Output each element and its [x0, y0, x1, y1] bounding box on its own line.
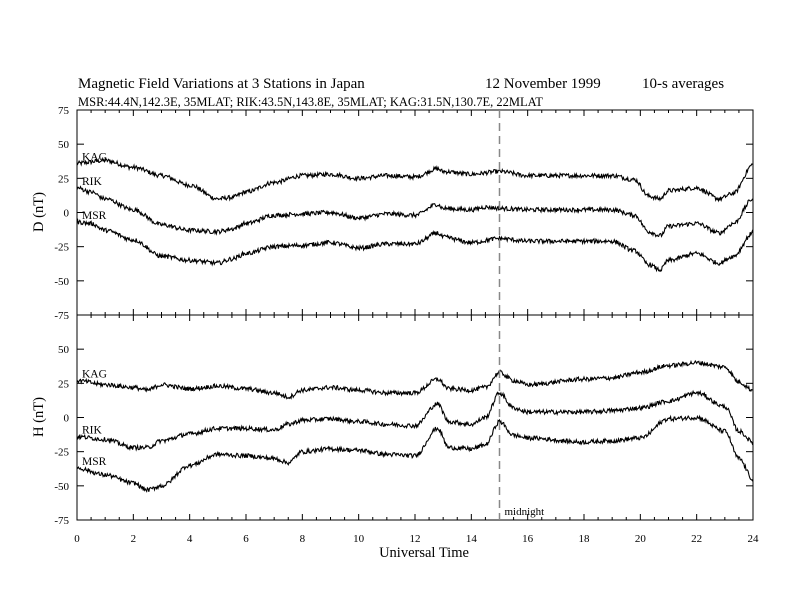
chart-marks: 75 50 25 0 -25 -50 -75 KAG RIK MSR 50 25 0 -25 -50 -75 K… — [54, 105, 759, 545]
y-tick-label: -25 — [54, 242, 69, 254]
series-line-kag — [76, 156, 754, 203]
chart-title: Magnetic Field Variations at 3 Stations … — [78, 76, 365, 92]
chart-subtitle: MSR:44.4N,142.3E, 35MLAT; RIK:43.5N,143.… — [78, 95, 543, 109]
panel-h-frame — [76, 314, 754, 521]
x-tick-label: 14 — [466, 533, 478, 545]
y-tick-label: 50 — [58, 344, 70, 356]
x-tick-label: 6 — [243, 533, 249, 545]
y-tick-label: -25 — [54, 447, 69, 459]
series-label-kag: KAG — [82, 151, 107, 163]
y-tick-label: -75 — [54, 515, 69, 527]
midnight-label: midnight — [505, 506, 545, 518]
y-tick-label: 0 — [64, 208, 70, 220]
series-label-rik: RIK — [82, 425, 103, 437]
x-tick-label: 22 — [691, 533, 702, 545]
y-tick-label: -50 — [54, 481, 69, 493]
x-tick-label: 18 — [579, 533, 591, 545]
chart-averaging: 10-s averages — [642, 76, 724, 92]
x-tick-label: 24 — [748, 533, 760, 545]
series-label-msr: MSR — [82, 210, 107, 222]
x-tick-label: 8 — [300, 533, 306, 545]
panel-d-frame — [76, 109, 754, 316]
x-axis-label: Universal Time — [379, 545, 469, 561]
x-tick-label: 20 — [635, 533, 647, 545]
y-tick-label: 25 — [58, 173, 70, 185]
series-line-kag — [76, 359, 754, 400]
series-line-msr — [76, 218, 754, 273]
x-tick-label: 10 — [353, 533, 365, 545]
chart-date: 12 November 1999 — [485, 76, 601, 92]
y-tick-label: 25 — [58, 378, 70, 390]
y-tick-label: 0 — [64, 413, 70, 425]
x-tick-label: 0 — [74, 533, 80, 545]
x-tick-label: 4 — [187, 533, 193, 545]
series-label-rik: RIK — [82, 176, 103, 188]
y-tick-label: 75 — [58, 105, 70, 117]
series-line-msr — [76, 414, 754, 493]
y-tick-label: 50 — [58, 139, 70, 151]
panel-d-ylabel: D (nT) — [31, 192, 47, 232]
series-line-rik — [76, 185, 754, 238]
x-tick-label: 16 — [522, 533, 534, 545]
y-tick-label: -75 — [54, 310, 69, 322]
x-tick-label: 2 — [131, 533, 137, 545]
series-label-msr: MSR — [82, 456, 107, 468]
series-line-rik — [76, 389, 754, 452]
x-tick-label: 12 — [410, 533, 421, 545]
series-label-kag: KAG — [82, 369, 107, 381]
panel-h-ylabel: H (nT) — [31, 397, 47, 437]
y-tick-label: -50 — [54, 276, 69, 288]
